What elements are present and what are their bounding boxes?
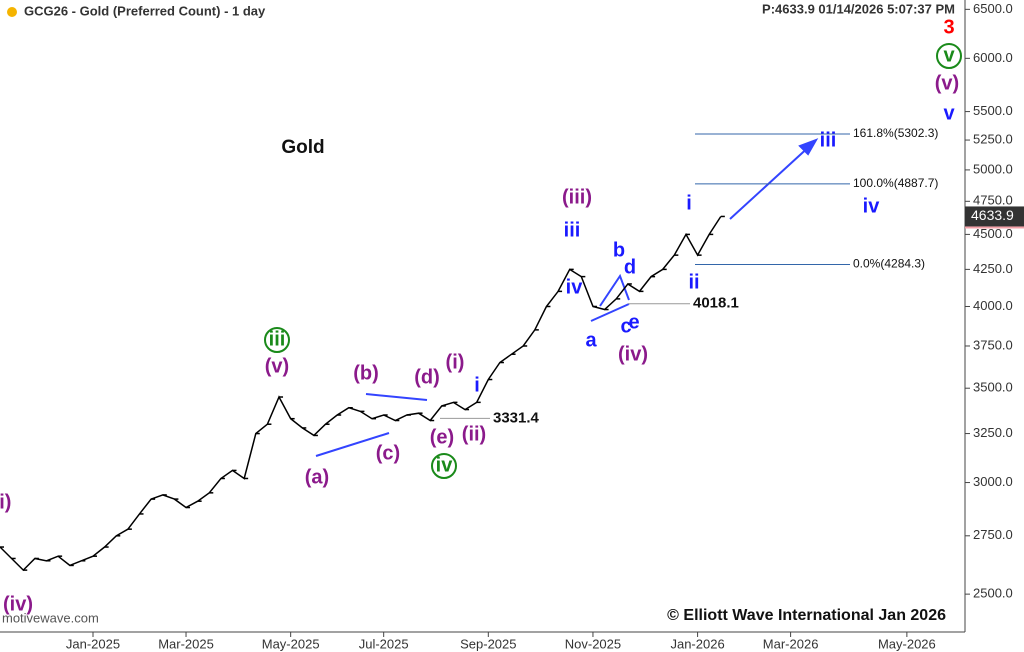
wave-label: i — [686, 192, 692, 214]
trendlines — [315, 138, 819, 457]
y-tick-label: 3500.0 — [973, 380, 1013, 395]
wave-label: v — [943, 102, 955, 124]
wave-label: c — [620, 315, 631, 337]
last-price-label: 4633.9 — [971, 207, 1014, 223]
wave-label: ii — [688, 271, 699, 293]
trendline — [365, 393, 428, 401]
chart-title: GCG26 - Gold (Preferred Count) - 1 day — [24, 3, 266, 18]
last-price-box — [965, 206, 1024, 227]
y-tick-label: 4750.0 — [973, 193, 1013, 208]
wave-label: i — [474, 374, 480, 396]
projection-arrow — [729, 143, 813, 220]
wave-label: e — [628, 311, 639, 333]
wave-label: (v) — [935, 72, 959, 94]
wave-circle — [431, 453, 457, 479]
y-tick-label: 3250.0 — [973, 425, 1013, 440]
wave-label: (a) — [305, 466, 329, 488]
fib-label: 161.8%(5302.3) — [853, 126, 938, 140]
x-tick-label: Mar-2025 — [158, 636, 214, 651]
x-tick-label: Mar-2026 — [763, 636, 819, 651]
y-tick-label: 4500.0 — [973, 226, 1013, 241]
y-tick-label: 3000.0 — [973, 474, 1013, 489]
x-tick-label: May-2026 — [878, 636, 936, 651]
wave-label: iv — [566, 276, 584, 298]
fib-label: 0.0%(4284.3) — [853, 257, 925, 271]
y-tick-label: 5000.0 — [973, 161, 1013, 176]
wave-label: (i) — [446, 351, 465, 373]
footer: © Elliott Wave International Jan 2026 — [667, 607, 946, 624]
wave-label: d — [624, 256, 636, 278]
wave-label: b — [613, 239, 625, 261]
wave-label: (iv) — [3, 593, 33, 615]
wave-label: 3 — [943, 16, 954, 38]
wave-label: a — [585, 329, 597, 351]
status-dot — [7, 7, 17, 17]
y-tick-label: 2750.0 — [973, 527, 1013, 542]
wave-label: (ii) — [462, 423, 486, 445]
trendline — [599, 273, 630, 307]
wave-circle — [936, 43, 962, 69]
wave-label: (v) — [265, 355, 289, 377]
y-tick-label: 4000.0 — [973, 298, 1013, 313]
arrow-head — [798, 138, 819, 156]
price-line — [0, 216, 722, 572]
x-tick-label: Sep-2025 — [460, 636, 516, 651]
wave-label: iii — [269, 328, 286, 350]
wave-label: (e) — [430, 426, 454, 448]
subtitle: Gold — [281, 137, 324, 158]
wave-label: iii — [820, 129, 837, 151]
wave-label: iv — [863, 195, 881, 217]
y-tick-label: 5500.0 — [973, 103, 1013, 118]
x-tick-label: Jan-2025 — [66, 636, 120, 651]
y-tick-label: 4250.0 — [973, 261, 1013, 276]
x-tick-label: Jan-2026 — [670, 636, 724, 651]
y-tick-label: 6500.0 — [973, 1, 1013, 16]
trendline — [590, 303, 630, 322]
wave-label: (iii) — [562, 186, 592, 208]
wave-label: (d) — [414, 366, 440, 388]
y-tick-label: 3750.0 — [973, 337, 1013, 352]
trendline — [315, 432, 390, 457]
x-tick-label: Jul-2025 — [359, 636, 409, 651]
x-tick-label: May-2025 — [262, 636, 320, 651]
wave-label: iv — [436, 454, 454, 476]
wave-label: (i) — [0, 491, 11, 513]
fib-label: 100.0%(4887.7) — [853, 176, 938, 190]
support-label: 3331.4 — [493, 409, 540, 426]
x-tick-label: Nov-2025 — [565, 636, 621, 651]
support-label: 4018.1 — [693, 295, 739, 312]
wave-label: (iv) — [618, 343, 648, 365]
y-tick-label: 2500.0 — [973, 586, 1013, 601]
source: motivewave.com — [2, 610, 99, 625]
status: P:4633.9 01/14/2026 5:07:37 PM — [762, 1, 955, 16]
wave-label: (b) — [353, 362, 379, 384]
wave-circle — [264, 327, 290, 353]
wave-label: v — [943, 44, 955, 66]
y-tick-label: 6000.0 — [973, 50, 1013, 65]
wave-label: (c) — [376, 442, 400, 464]
y-tick-label: 5250.0 — [973, 131, 1013, 146]
wave-label: iii — [564, 219, 581, 241]
